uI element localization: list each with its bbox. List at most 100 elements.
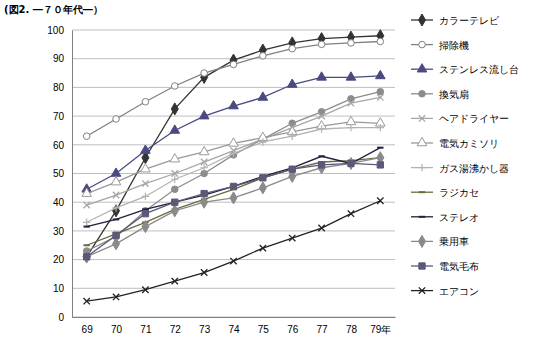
x-tick: 75 xyxy=(258,317,270,335)
marker xyxy=(112,204,119,211)
marker xyxy=(142,221,149,233)
marker xyxy=(377,147,383,149)
legend-marker xyxy=(419,41,426,48)
x-tick: 70 xyxy=(111,317,123,335)
legend-item: ヘアドライヤー xyxy=(411,113,509,124)
marker xyxy=(317,72,327,80)
legend-item: エアコン xyxy=(411,286,479,297)
legend-label: ガス湯沸かし器 xyxy=(439,163,509,174)
marker xyxy=(318,162,324,168)
legend-marker xyxy=(419,235,426,247)
marker xyxy=(83,244,89,246)
x-tick: 79年 xyxy=(370,317,391,335)
x-tick: 78 xyxy=(346,317,358,335)
x-tick-label: 76 xyxy=(287,324,299,335)
legend-label: カラーテレビ xyxy=(439,15,500,26)
marker xyxy=(348,40,355,47)
marker xyxy=(377,38,384,45)
marker xyxy=(259,138,266,145)
marker xyxy=(260,53,267,60)
marker xyxy=(289,45,296,52)
marker xyxy=(201,196,208,208)
y-tick: 80 xyxy=(53,82,72,93)
series-line xyxy=(87,41,381,136)
y-tick-label: 0 xyxy=(58,312,64,323)
y-tick-label: 20 xyxy=(53,254,65,265)
y-tick: 0 xyxy=(58,312,72,323)
legend-marker xyxy=(417,137,427,145)
legend-item: 電気毛布 xyxy=(411,261,479,272)
series xyxy=(83,152,384,263)
x-tick: 76 xyxy=(287,317,299,335)
marker xyxy=(377,162,383,168)
marker xyxy=(376,70,386,78)
marker xyxy=(347,124,354,131)
x-tick-label: 78 xyxy=(346,324,358,335)
y-tick: 90 xyxy=(53,53,72,64)
legend-line xyxy=(411,216,433,217)
chart: (図2. ―７０年代―）0102030405060708090100697071… xyxy=(0,0,537,344)
marker xyxy=(113,218,119,220)
y-axis-line xyxy=(72,31,73,318)
legend-marker xyxy=(419,14,426,26)
series xyxy=(82,70,385,192)
legend-label: 電気カミソリ xyxy=(439,138,499,149)
series xyxy=(84,160,384,260)
y-tick: 30 xyxy=(53,226,72,237)
marker xyxy=(230,258,236,264)
marker xyxy=(142,193,149,200)
series-line xyxy=(87,76,381,189)
legend-label: 電気毛布 xyxy=(439,261,479,272)
marker xyxy=(318,113,324,119)
y-tick: 70 xyxy=(53,111,72,122)
marker xyxy=(113,232,119,238)
marker xyxy=(318,155,324,157)
x-tick: 73 xyxy=(199,317,211,335)
marker xyxy=(111,168,121,176)
marker xyxy=(201,70,208,77)
legend-item: カラーテレビ xyxy=(411,14,500,26)
marker xyxy=(230,183,236,189)
series-line xyxy=(87,158,381,246)
grid-line xyxy=(72,317,395,318)
x-tick-label: 73 xyxy=(199,324,211,335)
marker xyxy=(260,245,266,251)
legend-marker xyxy=(419,263,425,269)
marker xyxy=(258,92,268,100)
grid xyxy=(72,30,395,317)
series xyxy=(83,124,384,226)
x-tick: 71 xyxy=(140,317,152,335)
marker xyxy=(113,238,120,250)
marker xyxy=(289,235,295,241)
x-tick-label: 71 xyxy=(140,324,152,335)
marker xyxy=(111,177,121,185)
marker xyxy=(142,98,149,105)
y-tick: 20 xyxy=(53,254,72,265)
x-tick: 77 xyxy=(317,317,329,335)
series xyxy=(83,94,383,208)
grid-line xyxy=(72,173,395,174)
y-tick-label: 80 xyxy=(53,82,65,93)
legend-label: 掃除機 xyxy=(439,40,469,51)
legend-item: 掃除機 xyxy=(411,40,469,51)
series xyxy=(83,158,383,246)
marker xyxy=(142,180,148,186)
marker xyxy=(377,124,384,131)
y-tick-label: 30 xyxy=(53,226,65,237)
marker xyxy=(113,294,119,300)
marker xyxy=(83,298,89,304)
x-tick-label: 69 xyxy=(82,324,94,335)
marker xyxy=(141,164,151,172)
marker xyxy=(141,145,151,153)
legend-marker xyxy=(419,287,425,293)
title: (図2. ―７０年代―） xyxy=(4,4,103,15)
y-axis: 0102030405060708090100 xyxy=(47,25,72,323)
marker xyxy=(113,116,120,123)
marker xyxy=(171,186,178,193)
legend-marker xyxy=(419,216,425,218)
x-axis: 6970717273747576777879年 xyxy=(73,317,396,335)
marker xyxy=(199,146,209,154)
x-tick-label: 74 xyxy=(228,324,240,335)
marker xyxy=(171,103,178,115)
marker xyxy=(318,162,325,174)
